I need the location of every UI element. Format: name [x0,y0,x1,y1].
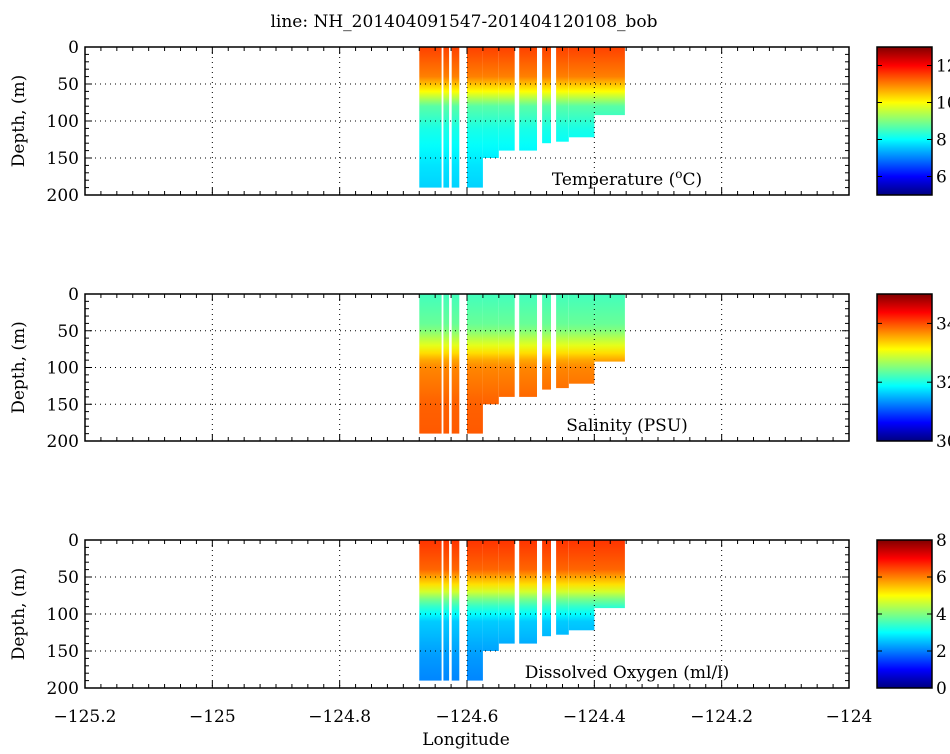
x-tick-label: −124.6 [436,707,499,727]
y-tick-label: 150 [47,149,79,169]
data-cast [542,540,551,637]
data-cast [443,47,450,188]
y-tick-label: 50 [57,75,79,95]
data-cast [542,47,551,144]
data-cast [498,540,515,644]
colorbar-tick-label: 10 [936,94,950,114]
y-axis-label: Depth, (m) [9,568,29,661]
data-cast [594,294,625,362]
colorbar [876,293,933,442]
data-cast [482,47,499,158]
y-tick-label: 200 [47,432,79,452]
colorbar-tick-label: 32 [936,373,950,393]
x-tick-label: −124.8 [308,707,371,727]
y-tick-label: 100 [47,359,79,379]
x-tick-label: −125 [189,707,236,727]
colorbar-tick-label: 6 [936,568,947,588]
colorbar-tick-label: 8 [936,131,947,151]
data-cast [568,540,595,631]
data-cast [443,540,450,681]
colorbar-tick-label: 12 [936,57,950,77]
y-tick-label: 50 [57,568,79,588]
data-cast [542,294,551,390]
y-axis-label: Depth, (m) [9,75,29,168]
y-tick-label: 50 [57,322,79,342]
data-cast [467,294,483,434]
data-cast [419,540,442,681]
y-tick-label: 200 [47,186,79,206]
y-tick-label: 0 [68,38,79,58]
salinity-panel: 0 50 100 150 200 Depth, (m) Salinity (PSU) 30 32… [9,285,950,452]
data-cast [451,294,460,434]
data-cast [594,47,625,116]
colorbar [876,46,933,196]
data-cast [482,540,499,651]
y-tick-label: 100 [47,605,79,625]
colorbar [876,539,933,689]
y-tick-label: 200 [47,679,79,699]
colorbar-tick-label: 34 [936,314,950,334]
y-tick-label: 0 [68,285,79,305]
data-cast [594,540,625,609]
colorbar-tick-label: 0 [936,679,947,699]
data-cast [568,294,595,384]
x-axis-label: Longitude [422,730,510,750]
y-tick-label: 150 [47,642,79,662]
data-cast [498,47,515,151]
y-tick-label: 0 [68,531,79,551]
data-cast [568,47,595,138]
data-cast [451,47,460,188]
y-tick-label: 100 [47,112,79,132]
data-cast [519,47,537,151]
chart-title: line: NH_201404091547-201404120108_bob [270,12,657,32]
colorbar-tick-label: 30 [936,432,950,452]
data-cast [467,540,483,681]
data-cast [519,540,537,644]
x-tick-label: −125.2 [54,707,117,727]
data-cast [443,294,450,434]
data-cast [419,47,442,188]
temperature-panel: 0 50 100 150 200 Depth, (m) Temperature (oC) 6 8… [9,38,950,206]
x-tick-label: −124.4 [563,707,626,727]
data-cast [482,294,499,405]
colorbar-tick-label: 8 [936,531,947,551]
dissolved-oxygen-panel: 0 50 100 150 200 Depth, (m) Dissolved Oxygen (… [9,531,947,699]
data-cast [419,294,442,434]
data-cast [556,47,569,142]
x-tick-label: −124.2 [690,707,753,727]
data-cast [467,47,483,188]
panel-label: Dissolved Oxygen (ml/l) [525,663,730,683]
colorbar-tick-label: 4 [936,605,947,625]
panel-label: Temperature (oC) [552,167,702,190]
panel-label: Salinity (PSU) [566,416,688,436]
data-cast [451,540,460,681]
y-axis-label: Depth, (m) [9,321,29,414]
data-cast [519,294,537,397]
x-tick-label: −124 [826,707,873,727]
x-axis-tick-labels: −125.2 −125 −124.8 −124.6 −124.4 −124.2 −124 [54,707,873,727]
data-cast [556,294,569,389]
data-cast [498,294,515,397]
data-cast [556,540,569,635]
colorbar-tick-label: 2 [936,642,947,662]
colorbar-tick-label: 6 [936,168,947,188]
y-tick-label: 150 [47,395,79,415]
